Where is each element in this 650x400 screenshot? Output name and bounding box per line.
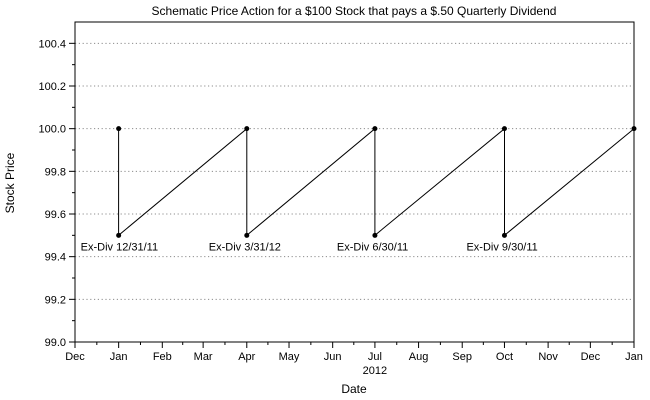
x-tick-label: Sep xyxy=(452,351,472,363)
x-tick-label: Jun xyxy=(324,351,342,363)
ex-div-annotation: Ex-Div 3/31/12 xyxy=(209,241,281,253)
x-tick-label: Dec xyxy=(581,351,601,363)
x-tick-label: Aug xyxy=(409,351,429,363)
x-tick-label: May xyxy=(279,351,300,363)
y-tick-label: 100.0 xyxy=(38,124,66,136)
data-point xyxy=(244,232,250,238)
price-line xyxy=(118,127,635,237)
y-tick-label: 100.2 xyxy=(38,81,66,93)
plot-frame xyxy=(74,21,635,343)
x-year-label: 2012 xyxy=(363,365,387,377)
ex-div-annotation: Ex-Div 6/30/11 xyxy=(337,241,408,253)
chart-title: Schematic Price Action for a $100 Stock … xyxy=(152,4,557,18)
x-tick-label: Jan xyxy=(625,351,643,363)
axes: 99.0 99.2 99.4 99.6 99.8 100.0 100.2 100.4 Dec Ja… xyxy=(38,38,642,377)
ex-div-annotation: Ex-Div 9/30/11 xyxy=(466,241,537,253)
x-tick-label: Jul xyxy=(368,351,382,363)
data-point xyxy=(116,232,122,238)
data-point xyxy=(501,126,507,132)
data-point xyxy=(501,232,507,238)
x-tick-label: Jan xyxy=(110,351,128,363)
y-axis-label: Stock Price xyxy=(3,152,17,213)
y-tick-label: 99.8 xyxy=(45,166,66,178)
x-tick-label: Dec xyxy=(65,351,85,363)
x-tick-label: Apr xyxy=(238,351,255,363)
y-tick-label: 100.4 xyxy=(38,38,66,50)
y-tick-label: 99.0 xyxy=(45,337,66,349)
y-tick-label: 99.6 xyxy=(45,209,66,221)
gridlines xyxy=(75,42,634,300)
data-point xyxy=(116,126,122,132)
x-axis-label: Date xyxy=(341,382,367,396)
y-tick-label: 99.4 xyxy=(45,252,66,264)
annotations: Ex-Div 12/31/11 Ex-Div 3/31/12 Ex-Div 6/30… xyxy=(81,241,538,253)
x-tick-label: Mar xyxy=(194,351,213,363)
x-tick-label: Feb xyxy=(153,351,172,363)
ex-div-annotation: Ex-Div 12/31/11 xyxy=(81,241,158,253)
price-series xyxy=(116,126,637,238)
x-tick-label: Nov xyxy=(538,351,558,363)
data-point xyxy=(244,126,250,132)
data-point xyxy=(372,126,378,132)
x-tick-label: Oct xyxy=(496,351,513,363)
y-tick-label: 99.2 xyxy=(45,294,66,306)
data-point xyxy=(372,232,378,238)
